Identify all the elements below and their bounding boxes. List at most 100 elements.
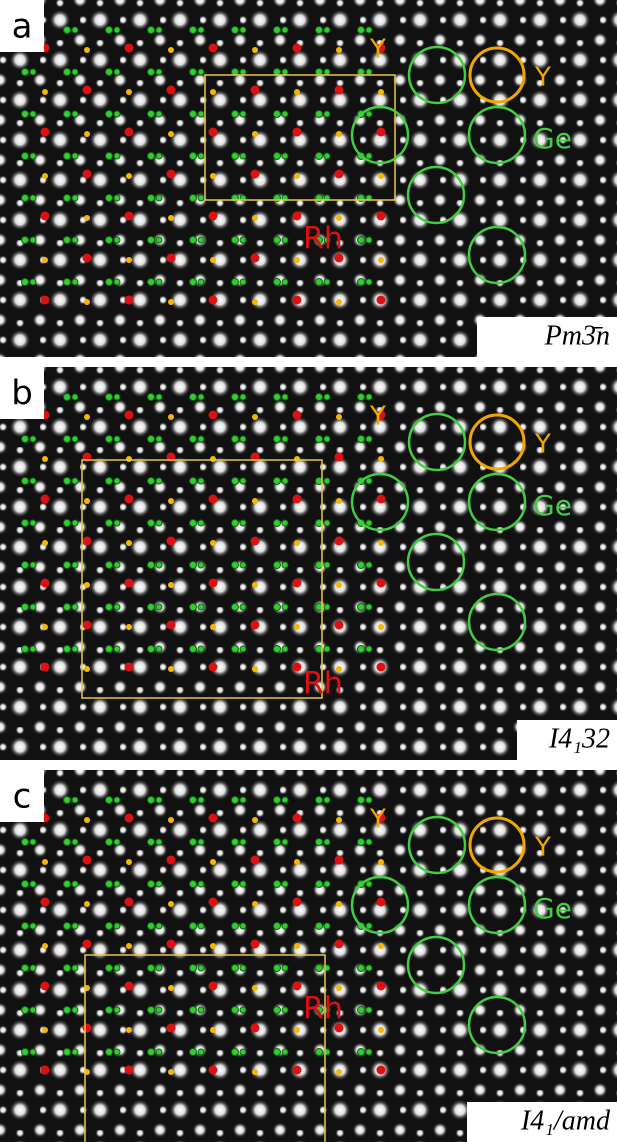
ge-site bbox=[22, 965, 29, 972]
ge-site bbox=[240, 27, 246, 33]
y-site bbox=[252, 817, 258, 823]
ge-site bbox=[64, 195, 71, 202]
ge-site bbox=[324, 839, 330, 845]
ge-site bbox=[190, 923, 197, 930]
rh-site bbox=[41, 296, 50, 305]
ge-site bbox=[156, 478, 162, 484]
ge-site bbox=[72, 562, 78, 568]
ge-site bbox=[190, 153, 197, 160]
ge-site bbox=[190, 881, 197, 888]
ge-site bbox=[366, 436, 372, 442]
ge-site bbox=[114, 646, 120, 652]
y-site bbox=[378, 624, 384, 630]
ge-site bbox=[198, 881, 204, 887]
ge-site bbox=[22, 279, 29, 286]
y-site bbox=[252, 299, 258, 305]
ge-site bbox=[30, 646, 36, 652]
ge-site bbox=[198, 69, 204, 75]
ge-site bbox=[274, 1007, 281, 1014]
ge-site bbox=[156, 923, 162, 929]
ge-site bbox=[114, 394, 120, 400]
y-site bbox=[168, 582, 174, 588]
ge-site bbox=[72, 153, 78, 159]
ge-site bbox=[106, 111, 113, 118]
y-site bbox=[84, 414, 90, 420]
ge-site bbox=[366, 27, 372, 33]
y-site bbox=[84, 666, 90, 672]
ge-site bbox=[358, 1049, 365, 1056]
ge-site bbox=[232, 237, 239, 244]
y-site bbox=[252, 414, 258, 420]
rh-site bbox=[167, 1024, 176, 1033]
ge-site bbox=[316, 923, 323, 930]
y-site bbox=[42, 173, 48, 179]
y-site bbox=[294, 257, 300, 263]
y-site bbox=[294, 624, 300, 630]
ge-site bbox=[190, 279, 197, 286]
y-site bbox=[210, 624, 216, 630]
ge-site bbox=[148, 1049, 155, 1056]
ge-site bbox=[316, 1049, 323, 1056]
y-site bbox=[336, 299, 342, 305]
ge-site bbox=[72, 111, 78, 117]
ge-site bbox=[30, 965, 36, 971]
ge-site bbox=[358, 27, 365, 34]
ge-site bbox=[106, 279, 113, 286]
ge-site bbox=[358, 797, 365, 804]
ge-site bbox=[366, 562, 372, 568]
ge-site bbox=[198, 965, 204, 971]
ge-site bbox=[22, 520, 29, 527]
ge-site bbox=[324, 394, 330, 400]
ge-site bbox=[198, 195, 204, 201]
y-site bbox=[126, 257, 132, 263]
rh-site bbox=[251, 621, 260, 630]
ge-site bbox=[240, 881, 246, 887]
ge-site bbox=[282, 923, 288, 929]
ge-site bbox=[106, 1007, 113, 1014]
ge-site bbox=[106, 436, 113, 443]
y-site bbox=[42, 1027, 48, 1033]
ge-site bbox=[324, 881, 330, 887]
ge-site bbox=[156, 153, 162, 159]
ge-site bbox=[232, 1007, 239, 1014]
rh-site bbox=[251, 86, 260, 95]
rh-site bbox=[125, 44, 134, 53]
ge-site bbox=[22, 839, 29, 846]
ge-site bbox=[64, 279, 71, 286]
y-site bbox=[168, 901, 174, 907]
rh-site bbox=[209, 814, 218, 823]
y-site bbox=[168, 299, 174, 305]
ge-site bbox=[366, 646, 372, 652]
ge-site bbox=[232, 965, 239, 972]
ge-site bbox=[30, 195, 36, 201]
rh-site bbox=[83, 254, 92, 263]
y-site bbox=[84, 498, 90, 504]
ge-site bbox=[156, 436, 162, 442]
ge-site bbox=[106, 27, 113, 34]
ge-site bbox=[148, 646, 155, 653]
rh-site bbox=[293, 1066, 302, 1075]
rh-site bbox=[167, 86, 176, 95]
ge-site bbox=[274, 279, 281, 286]
y-site bbox=[168, 1069, 174, 1075]
ge-site bbox=[148, 1007, 155, 1014]
micrograph bbox=[0, 770, 617, 1142]
rh-site bbox=[293, 579, 302, 588]
ge-site bbox=[106, 195, 113, 202]
rh-site bbox=[125, 579, 134, 588]
ge-site bbox=[366, 1049, 372, 1055]
ge-site bbox=[30, 237, 36, 243]
ge-site bbox=[190, 520, 197, 527]
rh-site bbox=[377, 579, 386, 588]
rh-site bbox=[377, 128, 386, 137]
y-site bbox=[42, 624, 48, 630]
ge-site bbox=[72, 1007, 78, 1013]
ge-site bbox=[316, 279, 323, 286]
ge-site bbox=[232, 436, 239, 443]
rh-site bbox=[41, 212, 50, 221]
ge-site bbox=[30, 69, 36, 75]
ge-site bbox=[114, 436, 120, 442]
ge-site bbox=[282, 646, 288, 652]
ge-site bbox=[106, 69, 113, 76]
